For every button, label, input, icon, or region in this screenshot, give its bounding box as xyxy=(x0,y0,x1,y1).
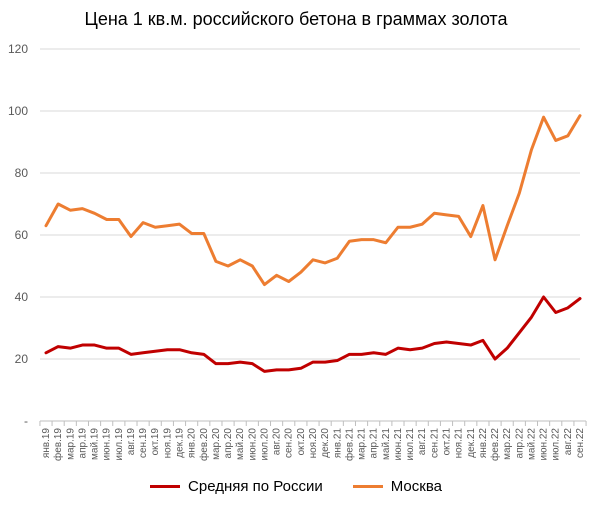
x-tick-label: авг.21 xyxy=(417,428,428,456)
x-tick-label: янв.20 xyxy=(187,428,198,459)
chart-title: Цена 1 кв.м. российского бетона в грамма… xyxy=(84,9,508,29)
y-tick-label: 20 xyxy=(15,352,29,366)
x-axis: янв.19 фев.19 мар.19 апр.19 май.19 июн.19 июл.… xyxy=(39,420,587,461)
legend-item: Средняя по России xyxy=(150,478,323,495)
y-tick-label: 120 xyxy=(8,42,28,56)
x-tick-label: дек.21 xyxy=(466,428,477,458)
x-tick-label: авг.20 xyxy=(272,428,283,456)
x-tick-label: дек.20 xyxy=(320,428,331,458)
legend-swatch xyxy=(352,485,383,488)
x-tick-label: фев.22 xyxy=(489,428,501,461)
x-tick-label: мар.21 xyxy=(357,428,368,460)
legend: Средняя по России Москва xyxy=(0,478,592,495)
x-tick-label: фев.20 xyxy=(198,428,210,461)
x-tick-label: авг.22 xyxy=(563,428,574,456)
x-tick-label: июл.22 xyxy=(551,428,562,461)
x-tick-label: мар.19 xyxy=(65,428,76,460)
x-tick-label: окт.19 xyxy=(150,428,161,456)
x-tick-label: май.19 xyxy=(90,428,101,460)
x-tick-label: июн.22 xyxy=(539,428,550,461)
x-tick-label: янв.19 xyxy=(41,428,52,459)
legend-label: Москва xyxy=(390,478,442,495)
x-tick-label: мар.22 xyxy=(502,428,513,460)
y-tick-label: 40 xyxy=(15,290,29,304)
series-line-russia-average xyxy=(44,295,582,373)
x-tick-label: сен.19 xyxy=(138,428,149,458)
x-tick-label: дек.19 xyxy=(175,428,186,458)
series-lines xyxy=(44,114,582,373)
x-tick-label: май.22 xyxy=(526,428,537,460)
series-line-moscow xyxy=(44,114,582,287)
x-tick-label: янв.22 xyxy=(478,428,489,459)
y-tick-label: 60 xyxy=(15,228,29,242)
x-tick-label: апр.22 xyxy=(514,428,525,459)
x-tick-label: май.21 xyxy=(381,428,392,460)
x-tick-label: май.20 xyxy=(235,428,246,460)
x-tick-label: янв.21 xyxy=(332,428,343,459)
x-tick-label: сен.20 xyxy=(284,428,295,458)
x-tick-label: фев.19 xyxy=(52,428,64,461)
y-tick-label: 100 xyxy=(8,104,28,118)
x-tick-label: июл.21 xyxy=(405,428,416,461)
x-tick-label: окт.21 xyxy=(442,428,453,456)
x-tick-label: июн.19 xyxy=(102,428,113,461)
x-tick-label: апр.21 xyxy=(369,428,380,459)
x-tick-label: фев.21 xyxy=(343,428,355,461)
x-tick-label: авг.19 xyxy=(126,428,137,456)
x-tick-label: апр.20 xyxy=(223,428,234,459)
legend-item: Москва xyxy=(352,478,442,495)
x-tick-label: апр.19 xyxy=(77,428,88,459)
x-tick-label: июн.20 xyxy=(247,428,258,461)
x-tick-label: июл.20 xyxy=(259,428,270,461)
y-axis: - 20 40 60 80 100 120 xyxy=(8,42,28,428)
y-tick-label: - xyxy=(24,414,28,428)
x-tick-label: ноя.21 xyxy=(454,428,465,459)
legend-label: Средняя по России xyxy=(188,478,323,495)
x-tick-label: июл.19 xyxy=(114,428,125,461)
x-tick-label: июн.21 xyxy=(393,428,404,461)
x-tick-label: мар.20 xyxy=(211,428,222,460)
x-tick-label: ноя.20 xyxy=(308,428,319,459)
x-tick-label: сен.21 xyxy=(429,428,440,458)
y-tick-label: 80 xyxy=(15,166,29,180)
x-tick-label: окт.20 xyxy=(296,428,307,456)
x-tick-label: ноя.19 xyxy=(162,428,173,459)
legend-swatch xyxy=(150,485,181,488)
x-tick-label: сен.22 xyxy=(575,428,586,458)
